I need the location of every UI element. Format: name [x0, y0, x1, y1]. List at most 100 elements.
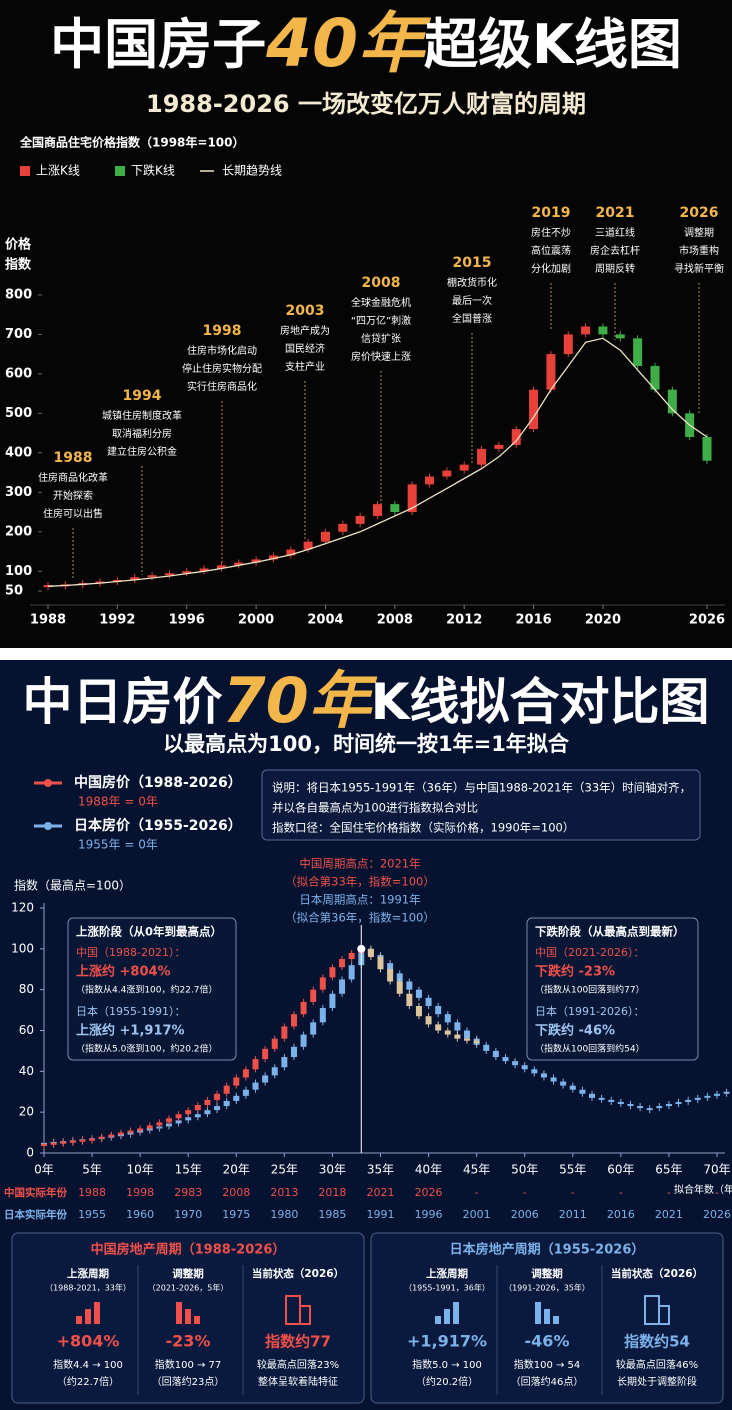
annotation-text: 支柱产业 — [285, 360, 325, 373]
peak-label: （拟合第33年，指数=100） — [285, 875, 435, 889]
candle — [581, 326, 591, 335]
stage-change: 上涨约 +1,917% — [76, 1023, 185, 1039]
year-row-value: - — [715, 1186, 719, 1199]
annotation-text: 市场重构 — [679, 244, 719, 257]
candle — [251, 559, 261, 563]
legend-swatch — [44, 822, 52, 830]
annotation-text: 房住不炒 — [531, 226, 571, 239]
annotation-year: 2019 — [532, 205, 571, 221]
candle — [617, 1101, 624, 1104]
candle — [377, 957, 384, 970]
y-tick-label: 500 — [5, 406, 32, 421]
legend-note: 1955年 = 0年 — [78, 838, 158, 852]
stage-change: 下跌约 -23% — [535, 964, 615, 980]
candle — [390, 504, 400, 513]
x-tick-label: 65年 — [655, 1163, 682, 1177]
legend-swatch — [115, 166, 125, 176]
candle — [650, 365, 660, 390]
year-row-value: - — [619, 1186, 623, 1199]
candle — [214, 1093, 221, 1100]
year-row-value: 2983 — [174, 1186, 202, 1199]
candle — [175, 1114, 182, 1119]
y-axis-label: 价格 — [5, 237, 32, 253]
candle — [569, 1085, 576, 1090]
panel-col-line: 指数5.0 → 100 — [412, 1358, 482, 1371]
info-text: 说明：将日本1955-1991年（36年）与中国1988-2021年（33年）时… — [272, 781, 691, 795]
candle — [477, 448, 487, 465]
candle — [464, 1038, 471, 1041]
panel-col-value: +1,917% — [407, 1332, 487, 1351]
annotation-text: 住房可以出售 — [43, 507, 103, 520]
candle — [407, 484, 417, 513]
candle — [415, 1006, 422, 1017]
candle — [723, 1091, 730, 1094]
candle — [396, 973, 403, 982]
icon — [94, 1302, 100, 1324]
candle — [214, 1106, 221, 1111]
x-tick-label: 50年 — [511, 1163, 538, 1177]
candle — [637, 1106, 644, 1109]
candle — [175, 1120, 182, 1124]
candle — [310, 1022, 317, 1035]
panel-col-value: +804% — [57, 1332, 120, 1351]
y-tick-label: 100 — [5, 564, 32, 579]
annotation-year: 2008 — [362, 275, 401, 291]
candle — [320, 531, 330, 542]
annotation-year: 2026 — [680, 205, 719, 221]
candle — [459, 464, 469, 471]
panel-col-label: 调整期 — [172, 1267, 204, 1280]
year-row-value: 2026 — [415, 1186, 443, 1199]
candle — [223, 1085, 230, 1094]
trend-line — [47, 337, 708, 587]
icon — [194, 1316, 200, 1324]
annotation-text: 房地产成为 — [280, 324, 330, 337]
candle — [608, 1099, 615, 1102]
info-box — [261, 769, 701, 841]
x-tick-label: 60年 — [607, 1163, 634, 1177]
candle — [194, 1105, 201, 1111]
panel-col-label: 上涨周期 — [67, 1267, 109, 1280]
year-row-value: 2026 — [703, 1208, 731, 1221]
candle — [550, 1077, 557, 1082]
candle — [147, 575, 157, 578]
x-tick-label: 55年 — [559, 1163, 586, 1177]
stage-change: 下跌约 -46% — [535, 1023, 615, 1039]
candle — [108, 1134, 115, 1137]
candle — [425, 1016, 432, 1025]
candle — [281, 1026, 288, 1039]
candle — [252, 1082, 259, 1090]
x-tick-label: 45年 — [463, 1163, 490, 1177]
x-tick-label: 10年 — [127, 1163, 154, 1177]
year-row-value: 2011 — [559, 1208, 587, 1221]
info-text: 指数口径：全国住宅价格指数（实际价格，1990年=100） — [272, 821, 574, 835]
annotation-text: 全国普涨 — [452, 312, 492, 325]
panel-col-value: 指数约54 — [624, 1333, 690, 1351]
y-tick-label: 800 — [5, 287, 32, 302]
title-part: 中国房子 — [50, 13, 266, 76]
year-row-value: 1960 — [126, 1208, 154, 1221]
candle — [319, 1008, 326, 1023]
stage-box — [67, 917, 237, 1061]
annotation-text: 住房商品化改革 — [38, 471, 108, 484]
y-tick-label: 0 — [26, 1146, 34, 1160]
title-part: K线拟合对比图 — [371, 673, 710, 731]
candle — [704, 1095, 711, 1098]
x-tick-label: 15年 — [175, 1163, 202, 1177]
annotation-text: 分化加剧 — [531, 262, 571, 275]
panel-col-line: 长期处于调整阶段 — [617, 1375, 697, 1388]
peak-dot — [357, 944, 366, 953]
panel-col-line: （回落约23点） — [152, 1375, 225, 1388]
panel-col-value: -23% — [166, 1332, 211, 1351]
year-row-value: 1988 — [78, 1186, 106, 1199]
candle — [563, 334, 573, 355]
panel-col-line: 指数100 → 54 — [514, 1358, 581, 1371]
year-row-label: 中国实际年份 — [4, 1186, 67, 1199]
candle — [117, 1132, 124, 1135]
candle — [387, 969, 394, 982]
year-row-value: 2008 — [222, 1186, 250, 1199]
annotation-text: 开始探索 — [53, 489, 93, 502]
candle — [425, 476, 435, 485]
stage-name: 日本（1991-2026）： — [535, 1004, 644, 1018]
candle — [454, 1034, 461, 1039]
candle — [442, 470, 452, 477]
